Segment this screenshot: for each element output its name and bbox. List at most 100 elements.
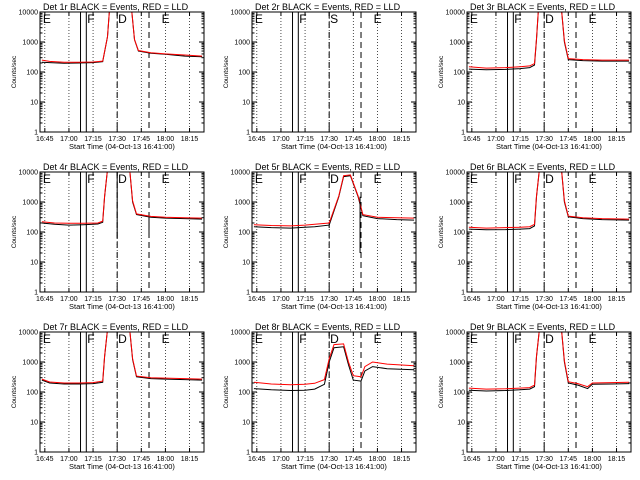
x-tick-label: 17:30: [535, 296, 553, 303]
period-marker-label: E: [43, 332, 51, 346]
y-tick-label: 10: [30, 260, 38, 267]
period-marker-label: D: [118, 332, 127, 346]
y-tick-label: 10000: [19, 10, 39, 17]
x-tick-label: 17:00: [272, 296, 290, 303]
y-tick-label: 1000: [449, 360, 465, 367]
x-tick-label: 17:15: [84, 456, 102, 463]
x-tick-label: 17:45: [560, 296, 578, 303]
y-tick-label: 100: [26, 70, 38, 77]
y-tick-label: 100: [453, 70, 465, 77]
y-tick-label: 1: [246, 130, 250, 137]
y-tick-label: 10: [242, 100, 250, 107]
x-tick-label: 17:00: [60, 456, 78, 463]
x-tick-label: 17:00: [487, 136, 505, 143]
panel-title: Det 8r BLACK = Events, RED = LLD: [255, 322, 401, 332]
series-group: [41, 12, 203, 64]
x-tick-label: 17:30: [108, 136, 126, 143]
x-tick-label: 17:45: [345, 456, 363, 463]
y-tick-label: 1000: [22, 200, 38, 207]
x-tick-label: 17:45: [345, 136, 363, 143]
y-tick-label: 1000: [22, 40, 38, 47]
y-tick-label: 1: [34, 130, 38, 137]
events-series-line: [253, 346, 415, 392]
period-marker-label: E: [374, 172, 382, 186]
panel-title: Det 9r BLACK = Events, RED = LLD: [470, 322, 616, 332]
lld-series-line: [253, 174, 415, 227]
x-tick-label: 17:45: [560, 136, 578, 143]
series-group: [468, 12, 630, 71]
period-marker-label: E: [43, 12, 51, 26]
x-axis-label: Start Time (04-Oct-13 16:41:00): [496, 142, 602, 151]
y-tick-label: 10000: [446, 10, 466, 17]
lld-series-line: [41, 12, 203, 63]
x-tick-label: 18:00: [157, 296, 175, 303]
x-axis-label: Start Time (04-Oct-13 16:41:00): [496, 302, 602, 311]
x-tick-label: 18:15: [608, 296, 626, 303]
panel-title: Det 4r BLACK = Events, RED = LLD: [43, 162, 189, 172]
period-marker-label: E: [162, 172, 170, 186]
y-tick-label: 1000: [234, 360, 250, 367]
panel-title: Det 5r BLACK = Events, RED = LLD: [255, 162, 401, 172]
plot-frame: [466, 171, 632, 293]
x-tick-label: 16:45: [463, 456, 481, 463]
x-tick-label: 17:15: [511, 136, 529, 143]
x-axis-label: Start Time (04-Oct-13 16:41:00): [69, 142, 175, 151]
y-tick-label: 1000: [234, 40, 250, 47]
lld-series-line: [41, 172, 203, 224]
x-tick-label: 17:45: [560, 456, 578, 463]
period-marker-label: E: [43, 172, 51, 186]
period-marker-label: F: [514, 172, 521, 186]
x-axis-label: Start Time (04-Oct-13 16:41:00): [281, 302, 387, 311]
period-marker-label: E: [470, 332, 478, 346]
x-tick-label: 18:15: [608, 456, 626, 463]
y-tick-label: 10: [30, 420, 38, 427]
x-tick-label: 17:15: [296, 136, 314, 143]
x-tick-label: 18:00: [584, 456, 602, 463]
period-marker-label: S: [330, 12, 338, 26]
period-marker-label: F: [299, 172, 306, 186]
events-series-line: [41, 332, 203, 385]
period-marker-label: F: [299, 332, 306, 346]
y-tick-label: 1: [461, 450, 465, 457]
plot-frame: [466, 11, 632, 133]
panel-title: Det 6r BLACK = Events, RED = LLD: [470, 162, 616, 172]
x-tick-label: 16:45: [36, 296, 54, 303]
y-axis-label: Counts/sec: [438, 375, 445, 408]
x-tick-label: 17:00: [487, 296, 505, 303]
x-tick-label: 17:15: [296, 296, 314, 303]
series-group: [468, 332, 630, 392]
period-marker-label: E: [374, 332, 382, 346]
x-tick-label: 17:15: [84, 296, 102, 303]
events-series-line: [468, 332, 630, 392]
period-marker-label: E: [589, 12, 597, 26]
y-tick-label: 10: [30, 100, 38, 107]
period-marker-label: E: [589, 332, 597, 346]
y-tick-label: 100: [26, 390, 38, 397]
period-marker-label: D: [330, 332, 339, 346]
period-marker-label: E: [255, 12, 263, 26]
y-tick-label: 10000: [19, 330, 39, 337]
period-marker-label: F: [299, 12, 306, 26]
y-tick-label: 10000: [446, 170, 466, 177]
x-tick-label: 17:30: [320, 456, 338, 463]
lld-series-line: [468, 332, 630, 390]
x-tick-label: 17:00: [272, 456, 290, 463]
x-tick-label: 17:45: [133, 136, 151, 143]
x-tick-label: 17:45: [133, 296, 151, 303]
panel-title: Det 1r BLACK = Events, RED = LLD: [43, 2, 189, 12]
y-tick-label: 100: [238, 230, 250, 237]
y-axis-label: Counts/sec: [223, 55, 230, 88]
y-tick-label: 10: [457, 420, 465, 427]
x-tick-label: 16:45: [248, 136, 266, 143]
period-marker-label: F: [514, 12, 521, 26]
x-axis-label: Start Time (04-Oct-13 16:41:00): [281, 462, 387, 471]
y-tick-label: 10: [457, 100, 465, 107]
x-tick-label: 17:30: [320, 296, 338, 303]
lld-series-line: [468, 172, 630, 229]
period-marker-label: F: [87, 172, 94, 186]
y-tick-label: 1000: [449, 200, 465, 207]
